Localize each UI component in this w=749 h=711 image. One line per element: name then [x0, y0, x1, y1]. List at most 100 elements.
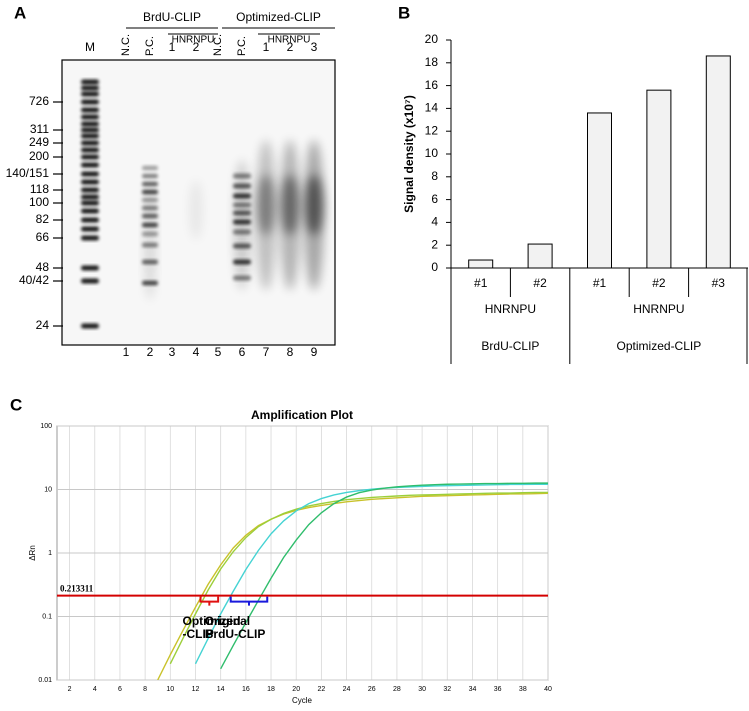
lane-label: P.C.	[236, 36, 248, 56]
panel-label: C	[10, 395, 22, 414]
band	[81, 133, 99, 139]
band	[81, 187, 99, 193]
subgroup-label: HNRNPU	[633, 302, 684, 316]
lane-number: 6	[239, 345, 246, 359]
band	[81, 171, 99, 177]
marker-size: 200	[29, 149, 49, 163]
lane-number: 3	[169, 345, 176, 359]
marker-size: 48	[36, 260, 50, 274]
y-tick-label: 0.01	[38, 677, 52, 684]
band	[81, 323, 99, 329]
x-tick-label: 18	[267, 686, 275, 693]
y-tick-label: 6	[431, 192, 438, 206]
x-axis-label: Cycle	[292, 696, 313, 705]
panel-label: B	[398, 3, 410, 22]
y-axis-label: ΔRn	[28, 545, 37, 561]
y-tick-label: 10	[44, 486, 52, 493]
x-tick-label: 28	[393, 686, 401, 693]
group-header: BrdU-CLIP	[143, 10, 201, 24]
lane-label: 1	[169, 40, 176, 54]
x-tick-label: 20	[292, 686, 300, 693]
lane-label: 2	[193, 40, 200, 54]
x-tick-label: 14	[217, 686, 225, 693]
band	[81, 226, 99, 232]
x-tick-label: #1	[474, 276, 488, 290]
y-tick-label: 1	[48, 550, 52, 557]
band	[81, 217, 99, 223]
x-tick-label: 10	[166, 686, 174, 693]
lane-number: 5	[215, 345, 222, 359]
band	[142, 165, 158, 171]
marker-size: 726	[29, 94, 49, 108]
band	[281, 175, 299, 235]
band	[144, 180, 156, 300]
band	[81, 140, 99, 146]
x-tick-label: 12	[192, 686, 200, 693]
bar	[527, 243, 553, 269]
band	[81, 99, 99, 105]
chart-title: Amplification Plot	[251, 408, 353, 422]
x-tick-label: 26	[368, 686, 376, 693]
x-tick-label: 34	[469, 686, 477, 693]
lane-number: 1	[123, 345, 130, 359]
band	[257, 175, 275, 235]
band	[81, 114, 99, 120]
annotation: Original	[205, 614, 250, 628]
y-tick-label: 14	[425, 101, 439, 115]
band	[81, 91, 99, 97]
band	[81, 121, 99, 127]
amplification-curve	[220, 482, 548, 670]
bar	[646, 89, 672, 269]
marker-size: 82	[36, 212, 50, 226]
marker-size: 40/42	[19, 273, 49, 287]
ct-bracket	[199, 596, 220, 606]
lane-label: P.C.	[144, 36, 156, 56]
band	[81, 154, 99, 160]
amplification-curve	[194, 483, 548, 665]
band	[81, 162, 99, 168]
x-tick-label: 22	[317, 686, 325, 693]
x-tick-label: 40	[544, 686, 552, 693]
lane-label: 2	[287, 40, 294, 54]
ct-bracket	[229, 596, 269, 606]
band	[81, 265, 99, 271]
threshold-label: 0.213311	[60, 584, 94, 594]
annotation: Optimized	[183, 614, 241, 628]
group-header: Optimized-CLIP	[236, 10, 321, 24]
band	[81, 194, 99, 200]
y-tick-label: 16	[425, 78, 439, 92]
bar	[587, 112, 612, 269]
x-tick-label: 4	[93, 686, 97, 693]
bar	[468, 259, 494, 269]
band	[81, 235, 99, 241]
y-tick-label: 20	[425, 32, 439, 46]
y-tick-label: 100	[40, 423, 52, 430]
x-tick-label: #3	[712, 276, 726, 290]
band	[142, 173, 158, 179]
group-label: BrdU-CLIP	[481, 339, 539, 353]
x-tick-label: #1	[593, 276, 607, 290]
gel-bands	[81, 79, 324, 329]
x-tick-label: 2	[68, 686, 72, 693]
band	[81, 208, 99, 214]
band	[189, 180, 203, 240]
y-tick-label: 12	[425, 123, 439, 137]
lane-number: 8	[287, 345, 294, 359]
band	[81, 127, 99, 133]
x-tick-label: 24	[343, 686, 351, 693]
bar	[705, 55, 731, 269]
band	[81, 79, 99, 85]
band	[81, 85, 99, 91]
y-tick-label: 18	[425, 55, 439, 69]
panel-label: A	[14, 3, 26, 22]
marker-size: 24	[36, 318, 50, 332]
band	[234, 160, 250, 290]
annotation: BrdU-CLIP	[205, 627, 266, 641]
band	[81, 107, 99, 113]
subheader: HNRNPU	[268, 35, 311, 46]
y-tick-label: 10	[425, 146, 439, 160]
marker-size: 140/151	[6, 166, 50, 180]
lane-label: 1	[263, 40, 270, 54]
y-tick-label: 4	[431, 215, 438, 229]
